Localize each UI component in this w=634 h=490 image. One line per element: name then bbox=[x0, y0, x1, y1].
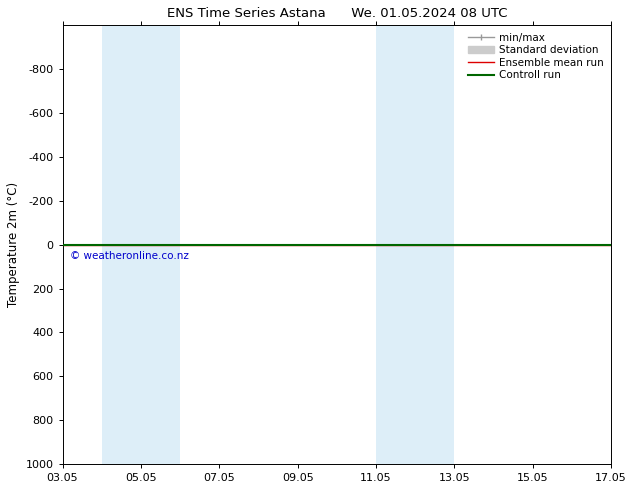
Legend: min/max, Standard deviation, Ensemble mean run, Controll run: min/max, Standard deviation, Ensemble me… bbox=[466, 30, 606, 82]
Bar bbox=[101, 25, 180, 464]
Title: ENS Time Series Astana      We. 01.05.2024 08 UTC: ENS Time Series Astana We. 01.05.2024 08… bbox=[167, 7, 507, 20]
Text: © weatheronline.co.nz: © weatheronline.co.nz bbox=[70, 251, 189, 261]
Y-axis label: Temperature 2m (°C): Temperature 2m (°C) bbox=[7, 182, 20, 307]
Bar bbox=[376, 25, 455, 464]
